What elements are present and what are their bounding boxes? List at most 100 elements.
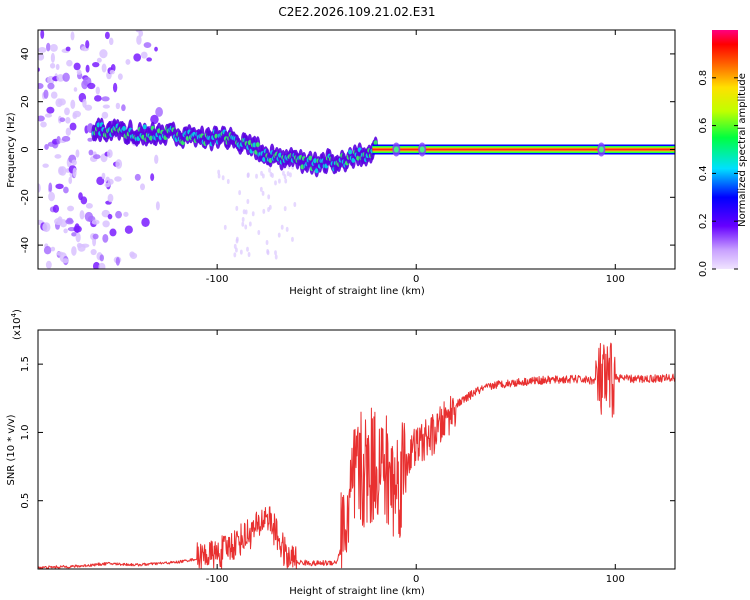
spectrogram-ytick-label: 40 <box>20 48 31 61</box>
spectrogram-noise-cell <box>217 173 221 179</box>
spectrogram-noise-cell <box>71 159 77 166</box>
spectrogram-noise-cell <box>217 169 221 175</box>
spectrogram-noise-cell <box>146 57 152 62</box>
spectrogram-noise-cell <box>244 209 248 215</box>
spectrogram-noise-cell <box>92 154 101 160</box>
spectrogram-noise-cell <box>280 224 284 230</box>
spectrogram-noise-cell <box>278 178 281 184</box>
spectrogram-noise-cell <box>143 42 152 48</box>
spectrogram-noise-cell <box>58 98 66 106</box>
spectrogram-noise-cell <box>45 260 52 269</box>
spectrogram-noise-cell <box>284 178 288 184</box>
spectrogram-xtick-label: 0 <box>413 274 419 285</box>
spectrogram-ridge-core <box>142 124 147 130</box>
spectrogram-noise-cell <box>283 206 287 212</box>
spectrogram-noise-cell <box>61 258 69 264</box>
spectrogram-ridge-core <box>314 168 319 174</box>
snr-ytick-label: 1.0 <box>20 424 31 440</box>
spectrogram-noise-cell <box>74 223 80 234</box>
spectrogram-noise-cell <box>54 154 62 159</box>
spectrogram-band-blob-core <box>419 146 425 153</box>
spectrogram-noise-cell <box>44 113 53 118</box>
spectrogram-noise-cell <box>85 40 90 49</box>
spectrogram-noise-cell <box>70 31 75 41</box>
spectrogram-noise-cell <box>246 173 250 179</box>
spectrogram-noise-cell <box>102 104 110 109</box>
spectrogram-noise-cell <box>49 43 58 52</box>
spectrogram-noise-cell <box>71 246 77 256</box>
spectrogram-noise-cell <box>42 222 51 233</box>
spectrogram-noise-cell <box>112 82 118 93</box>
spectrogram-noise-cell <box>38 82 44 89</box>
spectrogram-noise-cell <box>107 213 113 220</box>
spectrogram-noise-cell <box>72 110 82 118</box>
spectrogram-noise-cell <box>235 205 239 211</box>
spectrogram-noise-cell <box>44 143 49 150</box>
spectrogram-noise-cell <box>43 245 52 255</box>
spectrogram-noise-cell <box>101 63 107 73</box>
spectrogram-xtick-label: -100 <box>206 274 229 285</box>
spectrogram-noise-cell <box>282 170 285 176</box>
spectrogram-noise-cell <box>268 204 272 210</box>
spectrogram-xtick-label: 100 <box>606 274 625 285</box>
spectrogram-noise-cell <box>99 49 108 59</box>
spectrogram-noise-cell <box>71 232 77 237</box>
spectrogram-noise-cell <box>88 149 94 156</box>
spectrogram-noise-cell <box>233 243 237 249</box>
spectrogram-noise-cell <box>38 53 45 61</box>
spectrogram-noise-cell <box>38 115 45 122</box>
spectrogram-noise-cell <box>55 183 64 190</box>
spectrogram-noise-cell <box>107 193 114 203</box>
spectrogram-noise-cell <box>52 204 60 213</box>
spectrogram-noise-cell <box>66 59 73 67</box>
spectrogram-ridge-core <box>308 155 313 161</box>
spectrogram-noise-cell <box>283 174 287 180</box>
spectrogram-noise-cell <box>277 232 281 238</box>
spectrogram-noise-cell <box>98 262 106 269</box>
spectrogram-noise-cell <box>107 149 113 158</box>
spectrogram-noise-cell <box>241 221 245 227</box>
spectrogram-noise-cell <box>125 59 131 65</box>
spectrogram-noise-cell <box>48 182 53 192</box>
spectrogram-noise-cell <box>138 30 144 37</box>
spectrogram-noise-cell <box>99 254 105 262</box>
colorbar-tick-label: 0.6 <box>698 118 709 134</box>
spectrogram-noise-cell <box>91 219 100 225</box>
spectrogram-noise-cell <box>121 104 126 112</box>
spectrogram-noise-cell <box>134 173 141 181</box>
spectrogram-noise-cell <box>101 172 106 180</box>
spectrogram-noise-cell <box>247 251 251 257</box>
spectrogram-noise-cell <box>155 201 160 211</box>
spectrogram-noise-cell <box>150 114 159 125</box>
spectrogram-xlabel: Height of straight line (km) <box>289 286 425 297</box>
spectrogram-noise-cell <box>43 89 49 99</box>
spectrogram-noise-cell <box>63 186 69 194</box>
spectrogram-noise-cell <box>117 73 123 81</box>
spectrogram-noise-cell <box>115 257 120 266</box>
spectrogram-noise-cell <box>274 250 277 256</box>
spectrogram-ytick-label: -20 <box>20 189 31 205</box>
spectrogram-noise-cell <box>246 246 249 252</box>
spectrogram-noise-cell <box>68 176 73 185</box>
snr-series-line <box>38 342 675 569</box>
spectrogram-noise-cell <box>285 226 289 232</box>
snr-xtick-label: 0 <box>413 574 419 585</box>
spectrogram-noise-cell <box>47 82 55 90</box>
spectrogram-noise-cell <box>233 252 237 258</box>
spectrogram-noise-cell <box>115 102 121 110</box>
spectrogram-noise-cell <box>293 202 297 208</box>
spectrogram-ytick-label: -40 <box>20 237 31 253</box>
spectrogram-noise-cell <box>108 37 114 46</box>
colorbar-tick-label: 0.0 <box>698 261 709 277</box>
spectrogram-noise-cell <box>289 172 292 178</box>
snr-frame <box>37 329 676 570</box>
spectrogram-noise-cell <box>262 208 266 214</box>
spectrogram-noise-cell <box>65 117 71 124</box>
spectrogram-ylabel: Frequency (Hz) <box>6 112 17 188</box>
colorbar-tick-label: 0.4 <box>698 165 709 181</box>
spectrogram-noise-cell <box>102 233 109 243</box>
spectrogram-ridge-core <box>255 142 260 148</box>
spectrogram-noise-cell <box>40 30 45 40</box>
spectrogram-noise-cell <box>251 211 255 217</box>
spectrogram-noise-cell <box>90 248 97 256</box>
